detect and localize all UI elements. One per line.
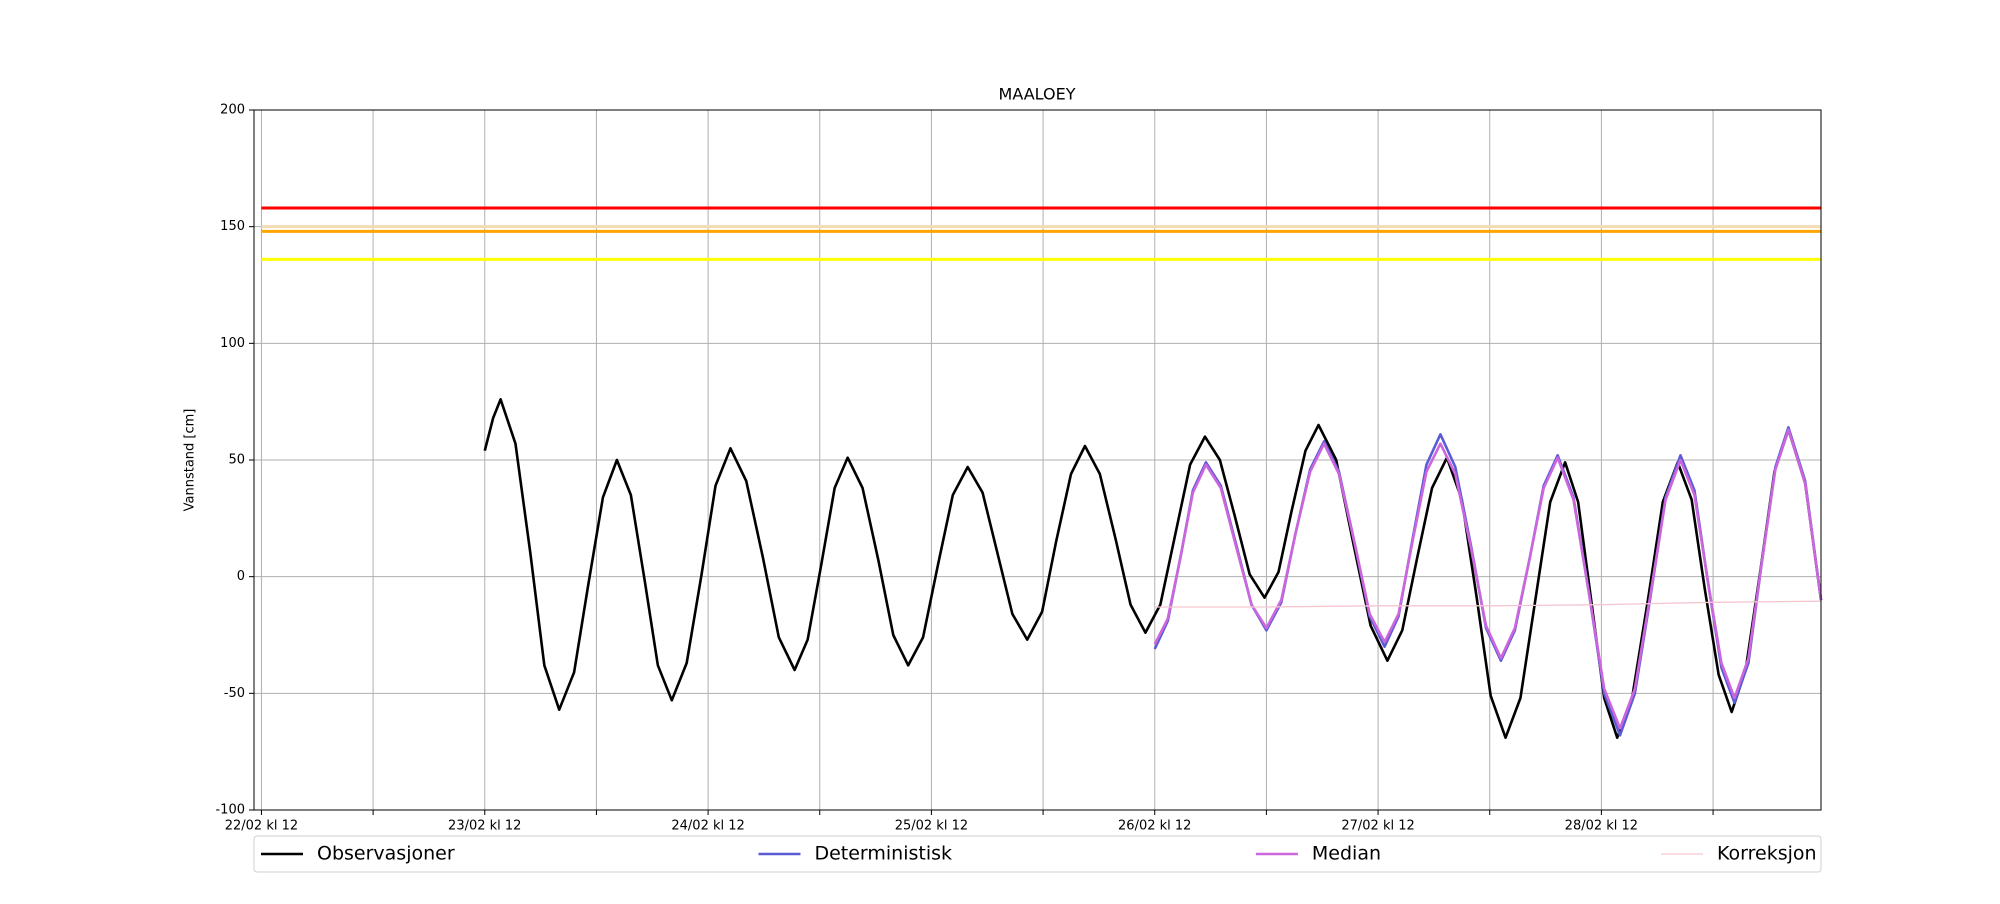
plot-frame — [253, 109, 1822, 811]
y-tick-label: 200 — [220, 103, 245, 118]
legend-label: Deterministisk — [814, 843, 952, 865]
y-tick-label: 150 — [220, 219, 245, 234]
y-tick-label: 0 — [237, 569, 245, 584]
y-tick-label: -100 — [215, 803, 245, 818]
series-line — [1153, 428, 1823, 730]
y-tick-label: -50 — [224, 686, 245, 701]
legend-label: Observasjoner — [317, 843, 455, 865]
x-tick-label: 22/02 kl 12 — [225, 819, 298, 834]
x-tick-label: 23/02 kl 12 — [448, 819, 521, 834]
x-tick-label: 24/02 kl 12 — [671, 819, 744, 834]
y-tick-label: 100 — [220, 336, 245, 351]
x-tick-label: 27/02 kl 12 — [1341, 819, 1414, 834]
y-axis-label: Vannstand [cm] — [183, 409, 198, 512]
x-tick-label: 26/02 kl 12 — [1118, 819, 1191, 834]
chart-title: MAALOEY — [999, 85, 1076, 104]
x-tick-label: 28/02 kl 12 — [1565, 819, 1638, 834]
legend-label: Korreksjon — [1717, 843, 1817, 865]
series-line — [1154, 600, 1822, 608]
y-tick-label: 50 — [228, 453, 245, 468]
x-tick-label: 25/02 kl 12 — [895, 819, 968, 834]
legend-box — [253, 835, 1822, 873]
series-line — [483, 398, 1823, 739]
legend-label: Median — [1312, 843, 1381, 865]
